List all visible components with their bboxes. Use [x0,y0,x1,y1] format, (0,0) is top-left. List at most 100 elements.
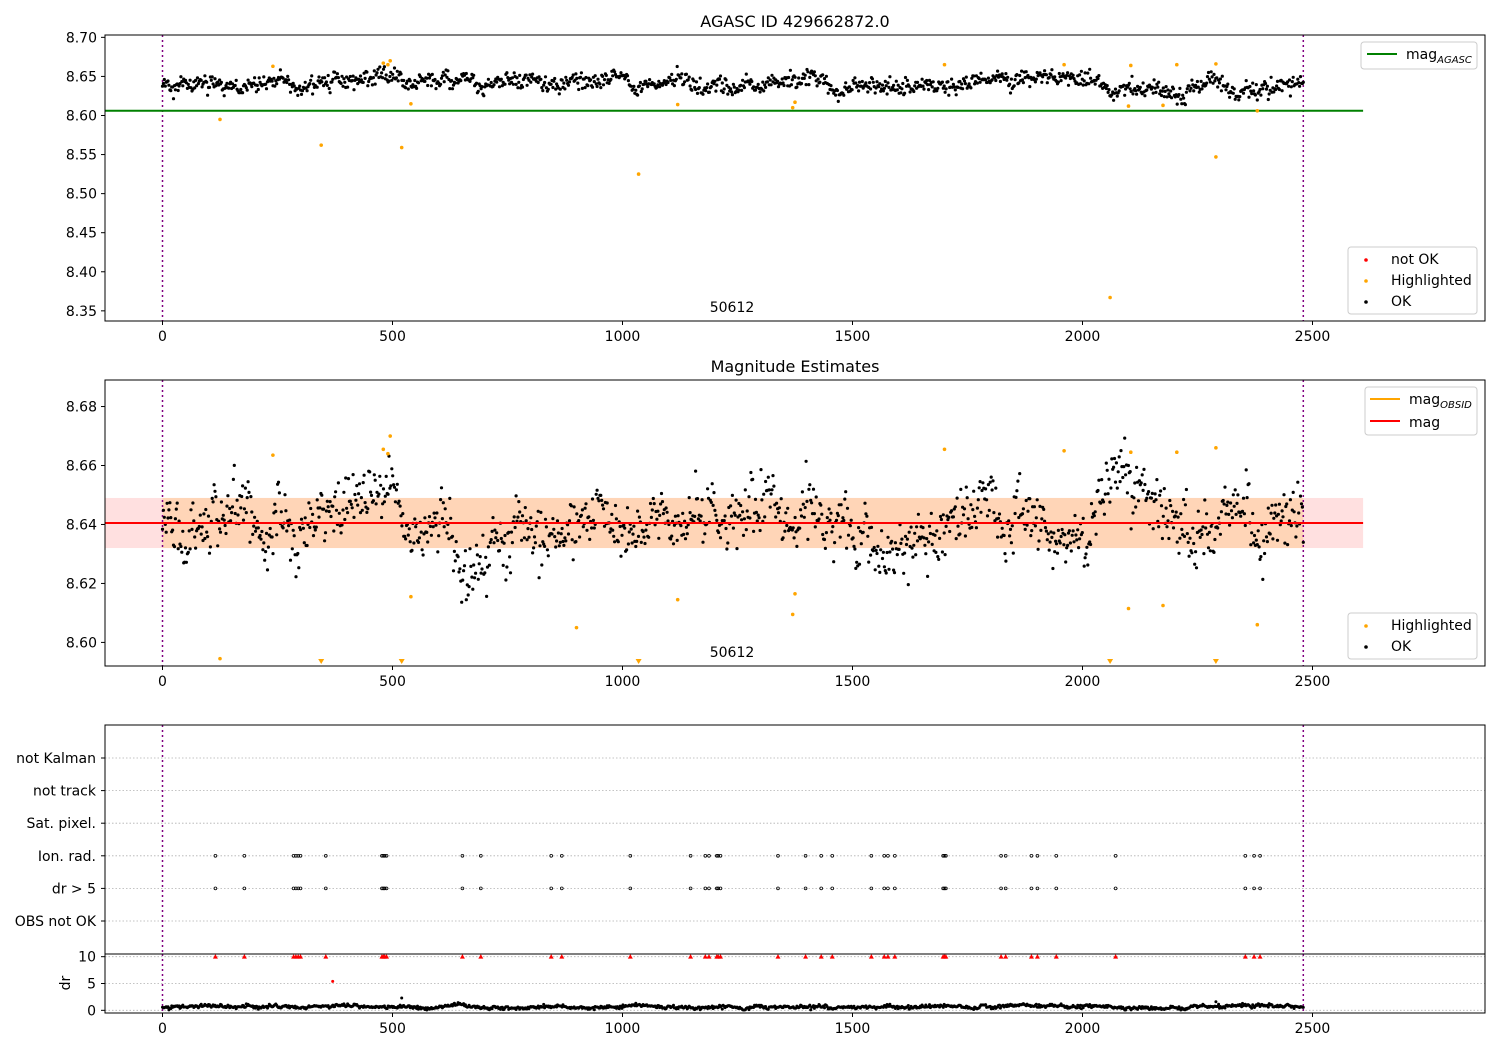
ok-point [1226,500,1230,504]
ok-point [642,82,646,86]
ok-point [183,546,188,550]
ok-point [181,84,185,88]
ok-point [741,510,745,514]
ok-point [686,78,690,82]
dr-clipped-marker [868,954,874,959]
ok-point [1180,102,1184,106]
ok-point [1272,516,1276,520]
ok-point [882,86,887,90]
ok-point [533,541,538,545]
ok-point [1202,552,1206,556]
ok-point [1063,533,1067,537]
ok-point [883,569,887,573]
ok-point [730,93,735,97]
ok-point [235,498,239,502]
ok-point [1254,538,1258,542]
ok-point [911,555,915,559]
ok-point [927,88,931,92]
ok-point [413,517,417,521]
ok-point [513,525,517,530]
ok-point [875,551,879,556]
ok-point [434,523,438,527]
ok-point [679,524,683,528]
ok-point [1044,73,1048,77]
ok-point [924,552,928,556]
ok-point [262,541,266,545]
ok-point [753,88,758,92]
ok-point [754,510,759,514]
ok-point [1192,89,1196,93]
ok-point [369,493,374,497]
ok-point [489,80,493,85]
ok-point [211,500,215,504]
ok-point [554,545,558,549]
ok-point [1160,536,1164,541]
ok-point [895,88,899,92]
ok-point [263,558,267,562]
ok-point [953,505,957,509]
ok-point [510,541,514,545]
ok-point [1157,525,1161,529]
ok-point [433,77,437,82]
magnitude-x-tick-label: 2500 [1295,674,1331,690]
ok-point [492,83,496,87]
ok-point [439,486,444,490]
ok-point [1023,527,1027,532]
ok-point [254,90,258,94]
ok-point [1258,87,1262,92]
ok-point [1162,487,1166,491]
ok-point [655,517,659,521]
ok-point [971,508,975,512]
ok-point [824,74,829,78]
ok-point [1078,537,1082,541]
ok-point [685,532,689,536]
ok-point [450,87,455,91]
highlighted-point [793,591,797,596]
ok-point [210,496,214,500]
ok-point [342,77,346,81]
ok-point [1225,503,1229,507]
ok-point [1015,73,1019,77]
agasc-line-legend: magAGASC [1360,41,1478,70]
ok-point [313,528,317,532]
ok-point [562,81,566,85]
ok-point [1254,83,1258,87]
ok-point [518,73,522,77]
ok-point [751,477,755,481]
ok-point [730,493,735,497]
ok-point [679,76,683,80]
ok-point [820,512,824,516]
ok-point [296,551,300,556]
ok-point [827,507,831,511]
ok-point [748,516,752,520]
highlighted-point [271,453,275,457]
ok-point [759,468,763,472]
ok-point [903,534,908,539]
ok-point [241,518,246,522]
ok-point [882,565,887,569]
ok-point [1125,491,1129,495]
ok-point [537,576,541,580]
ok-point [247,490,251,494]
ok-point [870,77,875,81]
ok-point [433,516,437,520]
ok-point [852,544,856,549]
ok-point [578,535,582,539]
ok-point [412,541,416,545]
ok-point [226,494,230,498]
ok-point [641,530,645,534]
highlighted-point [1175,450,1179,455]
ok-point [227,86,231,90]
ok-point [261,548,265,552]
ok-point [1248,84,1252,89]
ok-point [1131,92,1135,96]
ok-point [297,566,301,570]
ok-point [363,76,367,80]
ok-point [556,531,561,535]
ok-point [942,84,946,88]
flag-event [291,886,296,891]
ok-point [846,533,851,537]
ok-point [757,516,761,520]
ok-point [572,505,576,509]
ok-point [1040,517,1044,521]
